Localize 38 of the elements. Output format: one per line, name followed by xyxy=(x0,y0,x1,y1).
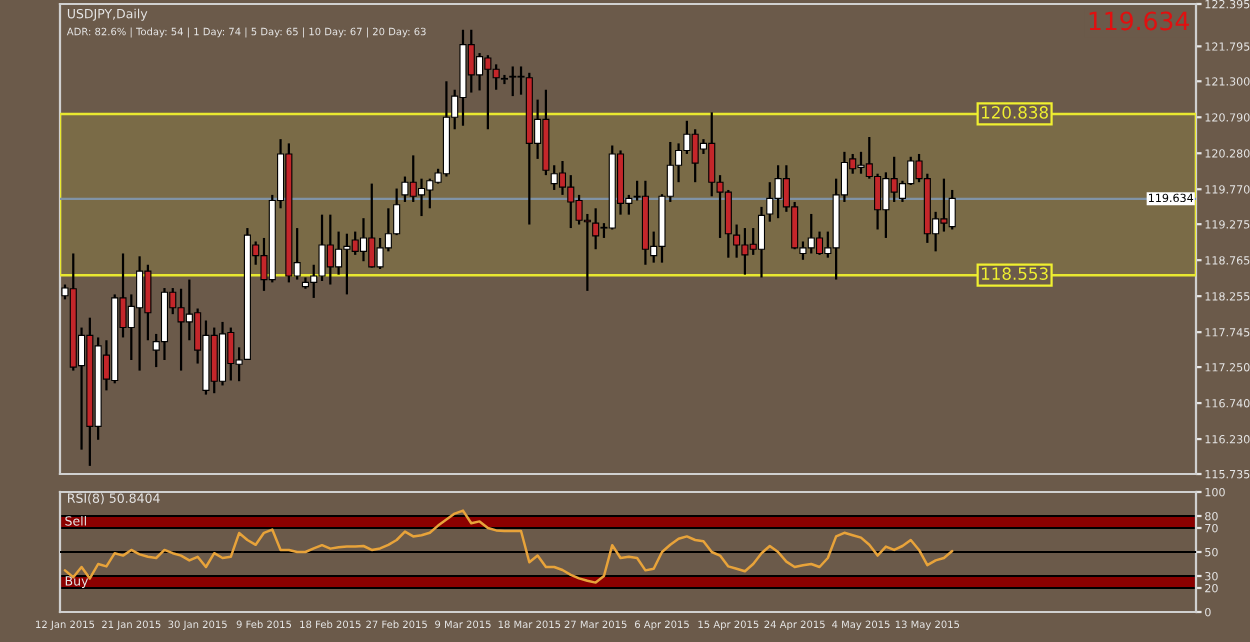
candlestick xyxy=(940,177,948,233)
candlestick xyxy=(351,230,359,256)
candlestick xyxy=(426,177,434,210)
candlestick xyxy=(774,164,782,220)
candlestick xyxy=(509,65,517,98)
candlestick xyxy=(335,230,343,276)
candlestick xyxy=(476,51,484,92)
annotation: 118.553 xyxy=(981,267,1048,280)
candlestick xyxy=(492,63,500,91)
candlestick xyxy=(467,28,475,94)
candlestick xyxy=(500,73,508,86)
candlestick xyxy=(733,223,741,259)
candlestick xyxy=(724,188,732,259)
line-series xyxy=(63,509,954,584)
candlestick xyxy=(368,182,376,269)
candlestick xyxy=(227,326,235,382)
candlestick xyxy=(592,207,600,251)
candlestick xyxy=(890,155,898,204)
candlestick xyxy=(218,320,227,387)
candlestick xyxy=(136,255,144,372)
candlestick xyxy=(857,150,865,175)
candlestick xyxy=(558,159,567,196)
annotation: 119.634 xyxy=(1089,11,1189,31)
candlestick xyxy=(359,217,368,263)
candlestick xyxy=(326,213,334,286)
candlestick xyxy=(741,226,749,276)
candlestick xyxy=(417,177,426,218)
candlestick xyxy=(177,287,185,372)
annotation: 120.838 xyxy=(981,106,1048,119)
candlestick xyxy=(816,230,824,256)
candlestick xyxy=(691,128,699,184)
candlestick xyxy=(948,188,956,231)
candlestick xyxy=(343,232,351,296)
candlestick xyxy=(484,54,492,131)
candlestick xyxy=(708,111,716,198)
candlestick xyxy=(807,212,815,255)
candlestick xyxy=(757,205,766,279)
candlestick xyxy=(210,326,218,395)
